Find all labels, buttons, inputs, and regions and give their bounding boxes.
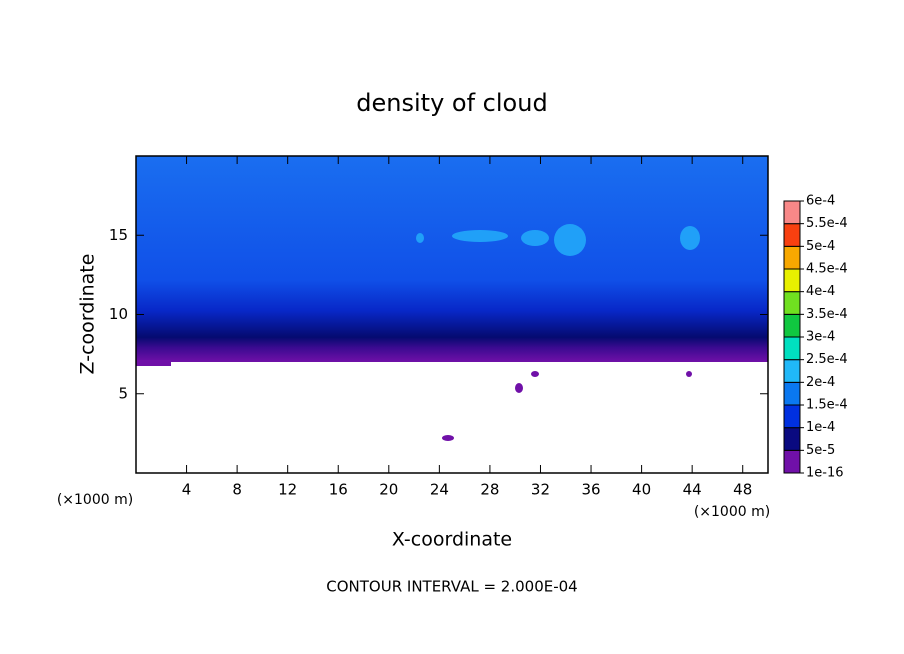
y-tick-label: 10 xyxy=(109,305,128,323)
x-tick-label: 40 xyxy=(632,481,651,499)
y-axis-label: Z-coordinate xyxy=(77,254,99,375)
chart-title: density of cloud xyxy=(356,89,547,117)
y-tick-label: 5 xyxy=(118,384,128,402)
x-tick-label: 48 xyxy=(733,481,752,499)
colorbar-label: 2.5e-4 xyxy=(806,352,848,367)
x-tick-label: 44 xyxy=(683,481,702,499)
y-tick-label: 15 xyxy=(109,226,128,244)
x-tick-label: 12 xyxy=(278,481,297,499)
colorbar-label: 5e-4 xyxy=(806,239,835,254)
colorbar-label: 4.5e-4 xyxy=(806,262,848,277)
colorbar-label: 3e-4 xyxy=(806,330,835,345)
x-unit-label: (×1000 m) xyxy=(57,492,133,508)
note: CONTOUR INTERVAL = 2.000E-04 xyxy=(326,578,577,596)
x-tick-label: 8 xyxy=(232,481,242,499)
x-tick-label: 24 xyxy=(430,481,449,499)
colorbar-box xyxy=(783,404,801,429)
x-tick-label: 28 xyxy=(480,481,499,499)
x-tick-label: 32 xyxy=(531,481,550,499)
colorbar-label: 5e-5 xyxy=(806,443,835,458)
colorbar-label: 1e-16 xyxy=(806,466,844,481)
x-axis-label: X-coordinate xyxy=(392,529,512,551)
colorbar-box xyxy=(783,268,801,293)
colorbar-label: 5.5e-4 xyxy=(806,216,848,231)
colorbar-label: 1e-4 xyxy=(806,420,835,435)
colorbar-box xyxy=(783,223,801,247)
colorbar-label: 6e-4 xyxy=(806,194,835,209)
colorbar-box xyxy=(783,359,801,383)
x-tick-label: 20 xyxy=(379,481,398,499)
colorbar-box xyxy=(783,245,801,270)
colorbar-box xyxy=(783,291,801,315)
x-tick-label: 36 xyxy=(581,481,600,499)
colorbar-box xyxy=(783,449,801,474)
x-tick-label: 16 xyxy=(329,481,348,499)
y-unit-label: (×1000 m) xyxy=(694,504,770,520)
colorbar-box xyxy=(783,381,801,406)
colorbar-box xyxy=(783,336,801,361)
colorbar-box xyxy=(783,200,801,225)
x-tick-label: 4 xyxy=(182,481,192,499)
colorbar-label: 1.5e-4 xyxy=(806,398,848,413)
colorbar-label: 2e-4 xyxy=(806,375,835,390)
colorbar-label: 4e-4 xyxy=(806,284,835,299)
colorbar-box xyxy=(783,427,801,451)
colorbar-label: 3.5e-4 xyxy=(806,307,848,322)
colorbar-box xyxy=(783,313,801,338)
contour-field xyxy=(135,155,769,474)
